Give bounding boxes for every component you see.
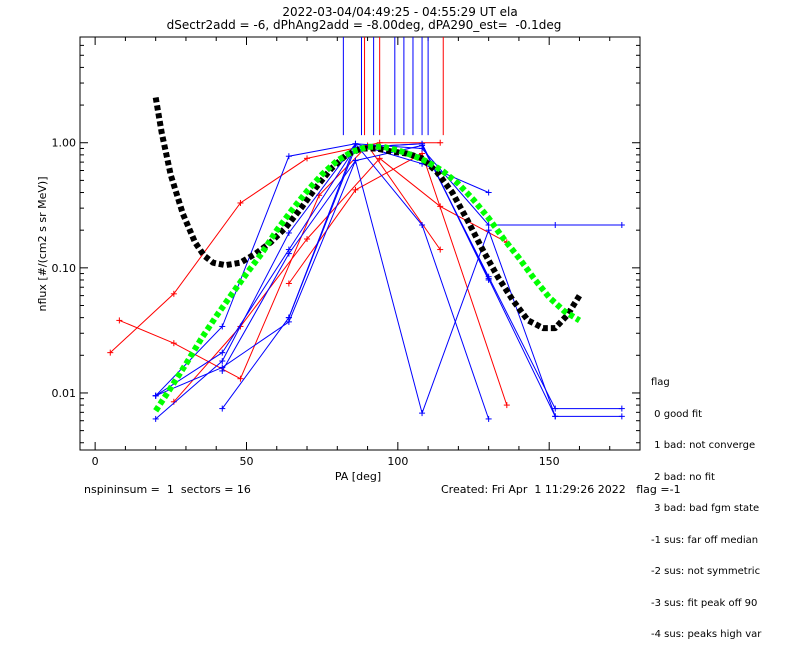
chart-plot: 0 50 100 150 0.01 0.10 1.00 PA [deg] nflux [#/… <box>36 36 641 483</box>
x-axis-label: PA [deg] <box>335 470 381 483</box>
x-tick-label: 0 <box>92 455 99 468</box>
fit-curve-black <box>152 96 583 332</box>
data-point-blue <box>219 367 226 374</box>
x-tick-label: 50 <box>239 455 253 468</box>
legend-item-flag-3: 3 bad: bad fgm state <box>651 503 760 514</box>
legend-item-flag-1: 1 bad: not converge <box>651 440 756 451</box>
data-point-red <box>237 199 244 206</box>
series-line-red <box>109 142 441 353</box>
data-point-blue <box>219 323 226 330</box>
x-tick-label: 100 <box>387 455 408 468</box>
legend-item-flag-2: 2 bad: no fit <box>651 471 715 483</box>
data-point-blue <box>485 275 492 282</box>
data-point-blue <box>219 358 226 365</box>
chart-subtitle: dSectr2add = -6, dPhAng2add = -8.00deg, … <box>166 18 562 32</box>
data-point-blue <box>152 415 159 422</box>
data-point-red <box>170 340 177 347</box>
series-line-blue <box>221 159 622 417</box>
data-point-red <box>437 246 444 253</box>
data-point-red <box>116 317 123 324</box>
x-tick-label: 150 <box>539 455 560 468</box>
data-point-blue <box>285 153 292 160</box>
data-point-blue <box>219 405 226 412</box>
data-point-red <box>352 186 359 193</box>
data-point-blue <box>552 413 559 420</box>
data-point-blue <box>485 189 492 196</box>
data-point-blue <box>419 140 426 147</box>
series-line-red <box>288 152 508 406</box>
data-point-red <box>285 280 292 287</box>
flag-legend: flag 0 good fit 1 bad: not converge 2 ba… <box>651 357 761 651</box>
data-point-red <box>503 402 510 409</box>
y-tick-label: 0.10 <box>52 262 77 275</box>
data-point-red <box>237 375 244 382</box>
y-tick-label: 0.01 <box>52 387 77 400</box>
data-point-blue <box>352 157 359 164</box>
data-point-blue <box>618 413 625 420</box>
fit-curve-green <box>153 143 582 413</box>
data-point-blue <box>419 222 426 229</box>
data-point-blue <box>419 410 426 417</box>
data-point-blue <box>285 314 292 321</box>
data-point-red <box>170 290 177 297</box>
footer-sectors-info: nspininsum = 1 sectors = 16 <box>84 483 251 496</box>
data-point-blue <box>485 227 492 234</box>
y-tick-label: 1.00 <box>52 137 77 150</box>
footer-created-info: Created: Fri Apr 1 11:29:26 2022 flag =-… <box>441 483 681 496</box>
data-point-red <box>437 139 444 146</box>
data-point-blue <box>285 250 292 257</box>
legend-item-flag-m3: -3 sus: fit peak off 90 <box>651 597 758 609</box>
chart-title: 2022-03-04/04:49:25 - 04:55:29 UT ela <box>282 5 518 19</box>
data-point-blue <box>618 405 625 412</box>
legend-item-flag-m2: -2 sus: not symmetric <box>651 566 761 577</box>
y-axis-label: nflux [#/(cm2 s sr MeV)] <box>36 177 49 312</box>
data-point-red <box>304 155 311 162</box>
data-point-blue <box>618 222 625 229</box>
data-point-blue <box>552 405 559 412</box>
data-point-blue <box>552 222 559 229</box>
legend-title: flag <box>651 377 670 388</box>
data-point-red <box>304 236 311 243</box>
series-line-red <box>173 157 508 403</box>
data-point-blue <box>219 349 226 356</box>
data-point-red <box>107 349 114 356</box>
legend-item-flag-0: 0 good fit <box>651 408 703 420</box>
plot-frame <box>79 36 641 451</box>
legend-item-flag-m1: -1 sus: far off median <box>651 534 759 546</box>
data-point-red <box>376 155 383 162</box>
data-point-blue <box>285 229 292 236</box>
data-point-blue <box>152 392 159 399</box>
series-line-red <box>119 144 441 380</box>
data-point-blue <box>485 415 492 422</box>
legend-item-flag-m4: -4 sus: peaks high var <box>651 629 762 640</box>
